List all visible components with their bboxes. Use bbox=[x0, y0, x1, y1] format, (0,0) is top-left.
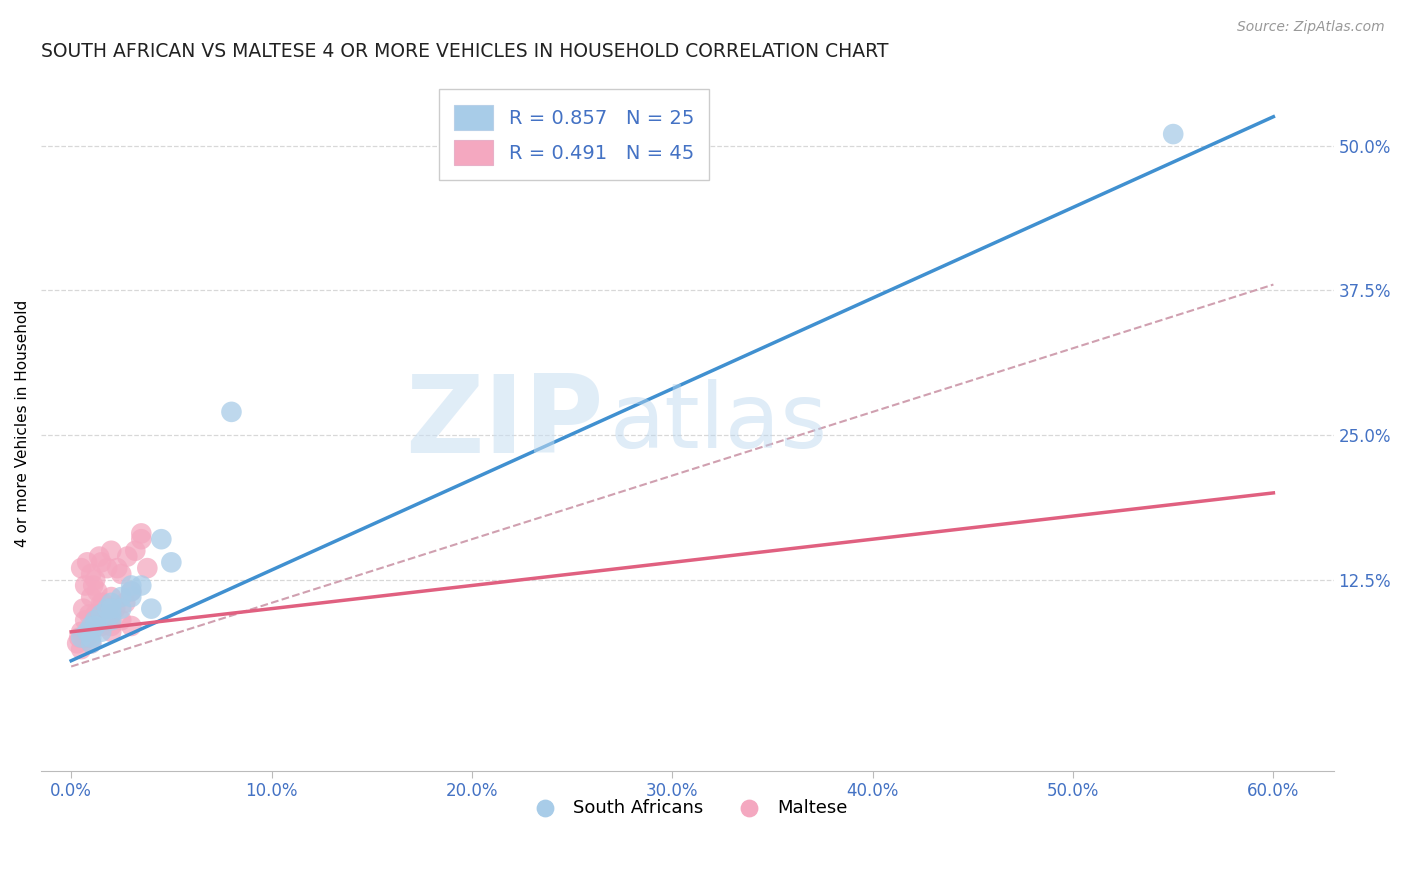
Point bbox=[129, 526, 152, 541]
Point bbox=[90, 555, 112, 569]
Point bbox=[221, 405, 243, 419]
Point bbox=[110, 613, 132, 627]
Point bbox=[75, 613, 97, 627]
Point bbox=[98, 607, 121, 622]
Point bbox=[76, 631, 98, 645]
Point bbox=[110, 601, 132, 615]
Point bbox=[80, 636, 103, 650]
Point bbox=[129, 578, 152, 592]
Point bbox=[89, 549, 111, 564]
Point bbox=[91, 596, 114, 610]
Point bbox=[120, 584, 142, 599]
Point bbox=[66, 636, 89, 650]
Point bbox=[141, 601, 163, 615]
Y-axis label: 4 or more Vehicles in Household: 4 or more Vehicles in Household bbox=[15, 300, 30, 547]
Point bbox=[96, 601, 118, 615]
Point bbox=[72, 601, 94, 615]
Point bbox=[90, 624, 112, 639]
Point bbox=[120, 590, 142, 604]
Point bbox=[1161, 127, 1184, 141]
Point bbox=[80, 631, 103, 645]
Point bbox=[96, 613, 118, 627]
Point bbox=[84, 613, 107, 627]
Point bbox=[100, 601, 122, 615]
Point bbox=[80, 566, 103, 581]
Point bbox=[100, 619, 122, 633]
Point bbox=[100, 607, 122, 622]
Point bbox=[76, 624, 98, 639]
Legend: South Africans, Maltese: South Africans, Maltese bbox=[519, 792, 855, 824]
Point bbox=[100, 590, 122, 604]
Point bbox=[105, 561, 128, 575]
Point bbox=[120, 584, 142, 599]
Point bbox=[104, 601, 127, 615]
Point bbox=[70, 561, 93, 575]
Point bbox=[90, 619, 112, 633]
Point bbox=[100, 543, 122, 558]
Point bbox=[84, 619, 107, 633]
Point bbox=[136, 561, 159, 575]
Point bbox=[114, 596, 136, 610]
Point bbox=[80, 636, 103, 650]
Point bbox=[84, 607, 107, 622]
Point bbox=[82, 578, 104, 592]
Point bbox=[129, 532, 152, 546]
Point bbox=[117, 549, 139, 564]
Point bbox=[150, 532, 173, 546]
Text: atlas: atlas bbox=[610, 379, 828, 467]
Point bbox=[77, 607, 100, 622]
Point bbox=[84, 613, 107, 627]
Point bbox=[96, 561, 118, 575]
Point bbox=[80, 619, 103, 633]
Point bbox=[100, 624, 122, 639]
Point bbox=[100, 596, 122, 610]
Text: SOUTH AFRICAN VS MALTESE 4 OR MORE VEHICLES IN HOUSEHOLD CORRELATION CHART: SOUTH AFRICAN VS MALTESE 4 OR MORE VEHIC… bbox=[41, 42, 889, 61]
Point bbox=[90, 607, 112, 622]
Point bbox=[86, 584, 108, 599]
Point bbox=[70, 642, 93, 657]
Text: Source: ZipAtlas.com: Source: ZipAtlas.com bbox=[1237, 20, 1385, 34]
Point bbox=[160, 555, 183, 569]
Point bbox=[72, 631, 94, 645]
Text: ZIP: ZIP bbox=[405, 370, 603, 476]
Point bbox=[120, 578, 142, 592]
Point bbox=[100, 613, 122, 627]
Point bbox=[80, 590, 103, 604]
Point bbox=[84, 573, 107, 587]
Point bbox=[90, 596, 112, 610]
Point bbox=[124, 543, 146, 558]
Point bbox=[110, 590, 132, 604]
Point bbox=[75, 578, 97, 592]
Point bbox=[67, 631, 90, 645]
Point bbox=[120, 619, 142, 633]
Point bbox=[76, 555, 98, 569]
Point bbox=[70, 624, 93, 639]
Point bbox=[110, 566, 132, 581]
Point bbox=[80, 624, 103, 639]
Point bbox=[70, 631, 93, 645]
